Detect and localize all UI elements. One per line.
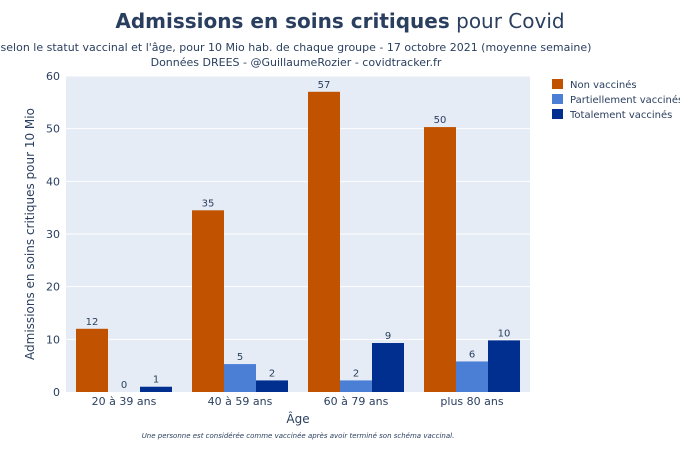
bar — [456, 361, 488, 392]
bar-value-label: 6 — [469, 349, 475, 360]
bar — [192, 210, 224, 392]
bar — [340, 380, 372, 392]
bar-value-label: 0 — [121, 380, 127, 391]
legend-item[interactable]: Non vaccinés — [570, 79, 637, 91]
x-axis-ticks: 20 à 39 ans 40 à 59 ans 60 à 79 ans plus 80… — [92, 395, 504, 408]
x-tick-label: 20 à 39 ans — [92, 395, 157, 408]
x-tick-label: 40 à 59 ans — [208, 395, 273, 408]
x-tick-label: 60 à 79 ans — [324, 395, 389, 408]
gridlines — [66, 75, 530, 340]
x-tick-label: plus 80 ans — [440, 395, 503, 408]
legend[interactable]: Non vaccinés Partiellement vaccinés Totale… — [552, 79, 680, 121]
bar-value-label: 57 — [318, 80, 331, 91]
bar-value-label: 2 — [353, 368, 359, 379]
chart-subtitle-line1: selon le statut vaccinal et l'âge, pour … — [1, 41, 592, 54]
legend-swatch — [552, 79, 563, 89]
bar — [224, 364, 256, 392]
y-tick-label: 40 — [46, 175, 60, 188]
legend-item[interactable]: Partiellement vaccinés — [570, 94, 680, 106]
chart-title-bold: Admissions en soins critiques — [115, 9, 449, 33]
bar-value-label: 5 — [237, 352, 243, 363]
bar-value-label: 10 — [498, 328, 511, 339]
bar — [256, 380, 288, 392]
bar-value-labels: 12 0 1 35 5 2 57 2 9 50 6 10 — [86, 80, 511, 391]
y-axis-title: Admissions en soins critiques pour 10 Mi… — [23, 108, 37, 360]
y-tick-label: 30 — [46, 228, 60, 241]
bar — [308, 91, 340, 393]
bar-value-label: 50 — [434, 115, 447, 126]
legend-swatch — [552, 109, 563, 119]
y-tick-label: 60 — [46, 70, 60, 83]
legend-swatch — [552, 94, 563, 104]
bar — [372, 343, 404, 392]
chart-title: Admissions en soins critiques pour Covid — [115, 9, 564, 33]
x-axis-title: Âge — [286, 411, 309, 426]
y-tick-label: 50 — [46, 123, 60, 136]
chart-title-rest: pour Covid — [450, 9, 565, 33]
bar-value-label: 35 — [202, 198, 215, 209]
bar-value-label: 9 — [385, 331, 391, 342]
bar — [140, 386, 172, 392]
y-axis-ticks: 0 10 20 30 40 50 60 — [46, 70, 60, 399]
bars — [76, 91, 520, 393]
legend-item[interactable]: Totalement vaccinés — [569, 109, 672, 121]
bar-value-label: 1 — [153, 375, 159, 386]
bar — [76, 328, 108, 392]
footnote: Une personne est considérée comme vaccin… — [142, 432, 455, 440]
bar-value-label: 2 — [269, 368, 275, 379]
chart-subtitle-line2: Données DREES - @GuillaumeRozier - covid… — [151, 56, 442, 69]
bar — [488, 340, 520, 392]
y-tick-label: 20 — [46, 281, 60, 294]
y-tick-label: 10 — [46, 333, 60, 346]
bar — [424, 127, 456, 392]
bar-value-label: 12 — [86, 317, 99, 328]
y-tick-label: 0 — [53, 386, 60, 399]
